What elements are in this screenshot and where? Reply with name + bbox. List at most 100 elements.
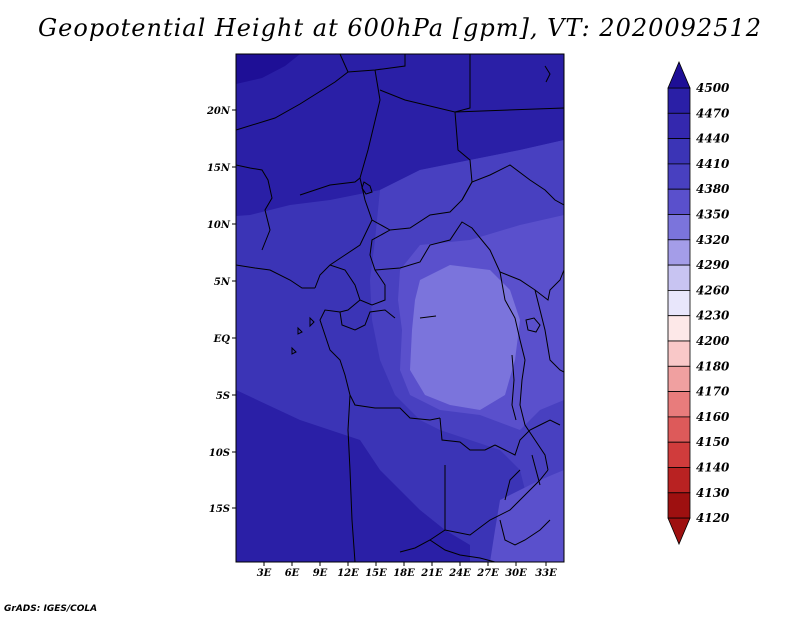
colorbar-label: 4120 (696, 511, 730, 525)
colorbar-label: 4200 (696, 334, 730, 348)
colorbar-swatch (667, 492, 691, 519)
colorbar-swatch (667, 416, 691, 443)
colorbar-label: 4140 (696, 461, 730, 475)
border-uganda-kenya (534, 289, 564, 373)
border-nigeria-cameroon (314, 219, 373, 289)
coast-gabon-congo (319, 299, 361, 396)
border-zambia-zimbabwe (444, 469, 549, 536)
fill-4470-band (236, 54, 300, 84)
colorbar-label: 4160 (696, 410, 730, 424)
lon-label-3e: 3E (257, 568, 272, 579)
lon-label-15e: 15E (365, 568, 387, 579)
colorbar-swatch (667, 163, 691, 190)
border-sudan-south (461, 164, 564, 206)
border-gabon-congo (339, 309, 396, 331)
lake-tanganyika (511, 354, 517, 421)
border-niger-nigeria (299, 177, 361, 196)
colorbar-swatch (667, 441, 691, 468)
colorbar-swatch (667, 264, 691, 291)
lon-label-12e: 12E (337, 568, 359, 579)
lake-mai-ndombe (419, 315, 437, 319)
fill-south-band (236, 390, 470, 562)
border-egypt-south (454, 107, 564, 113)
colorbar: 4500 4470 4440 4410 4380 4350 4320 4290 4260 4230… (667, 60, 730, 546)
island-sao-tome (291, 346, 297, 355)
border-algeria-niger (236, 71, 349, 131)
fill-4350-band (410, 265, 520, 410)
coast-gulf-of-guinea (236, 264, 315, 289)
colorbar-label: 4500 (696, 81, 730, 95)
colorbar-label: 4470 (696, 106, 730, 120)
colorbar-swatch (667, 391, 691, 418)
lat-label-10s: 10S (209, 448, 230, 459)
coast-angola (347, 394, 356, 562)
lat-label-eq: EQ (213, 334, 231, 345)
colorbar-label: 4180 (696, 359, 730, 373)
lon-label-24e: 24E (448, 568, 471, 579)
colorbar-label: 4320 (696, 233, 730, 247)
country-borders (236, 54, 564, 562)
border-botswana (429, 539, 496, 562)
lake-malawi (531, 454, 541, 486)
colorbar-swatch (667, 138, 691, 165)
lon-label-33e: 33E (535, 568, 557, 579)
border-zimbabwe-south (499, 519, 551, 546)
longitude-axis: 3E 6E 9E 12E 15E 18E 21E 24E 27E 30E 33E (257, 562, 557, 579)
island-bioko (309, 316, 315, 328)
credit-label: GrADS: IGES/COLA (4, 604, 98, 614)
colorbar-swatch (667, 214, 691, 241)
lat-label-10n: 10N (207, 220, 231, 231)
colorbar-top-arrow (667, 60, 691, 89)
red-sea-islands (544, 65, 551, 83)
border-drc-east (499, 271, 526, 361)
map-frame (235, 53, 565, 563)
lon-label-9e: 9E (313, 568, 328, 579)
lake-chad (361, 181, 373, 195)
colorbar-swatch (667, 239, 691, 266)
lon-label-21e: 21E (420, 568, 443, 579)
island-principe (297, 326, 303, 335)
colorbar-swatch (667, 87, 691, 114)
lat-label-20n: 20N (206, 106, 231, 117)
border-egypt-sudan (454, 54, 471, 113)
lon-label-27e: 27E (476, 568, 499, 579)
colorbar-swatch (667, 289, 691, 317)
border-west-africa (236, 164, 273, 251)
lakes-islands (291, 65, 551, 486)
border-chad (359, 69, 473, 231)
colorbar-label: 4290 (696, 258, 730, 272)
lon-label-18e: 18E (393, 568, 415, 579)
lat-label-15n: 15N (207, 163, 231, 174)
colorbar-swatch (667, 112, 691, 140)
border-drc-zambia (494, 419, 561, 456)
map-title: Geopotential Height at 600hPa [gpm], VT:… (38, 14, 762, 42)
colorbar-label: 4350 (696, 208, 730, 222)
border-malawi (504, 469, 521, 501)
colorbar-label: 4260 (696, 283, 730, 297)
colorbar-bottom-arrow (667, 517, 691, 546)
lon-label-30e: 30E (505, 568, 527, 579)
lat-label-15s: 15S (209, 504, 230, 515)
border-angola-zambia (439, 417, 496, 451)
colorbar-swatch (667, 315, 691, 342)
colorbar-label: 4380 (696, 182, 730, 196)
lake-victoria (525, 317, 541, 333)
lon-label-6e: 6E (285, 568, 300, 579)
border-lake-tanganyika (519, 359, 549, 471)
border-cameroon-car (329, 229, 391, 306)
border-angola-drc (349, 394, 441, 421)
colorbar-swatch (667, 340, 691, 367)
fill-4440-band (236, 54, 564, 216)
colorbar-swatch (667, 365, 691, 392)
fill-southeast-band (490, 470, 564, 562)
colorbar-label: 4130 (696, 486, 730, 500)
colorbar-swatch (667, 467, 691, 494)
colorbar-label: 4150 (696, 435, 730, 449)
colorbar-label: 4230 (696, 309, 730, 323)
colorbar-label: 4440 (696, 132, 730, 146)
lat-label-5s: 5S (216, 391, 230, 402)
colorbar-label: 4170 (696, 385, 730, 399)
colorbar-swatch (667, 188, 691, 215)
lat-label-5n: 5N (214, 277, 231, 288)
